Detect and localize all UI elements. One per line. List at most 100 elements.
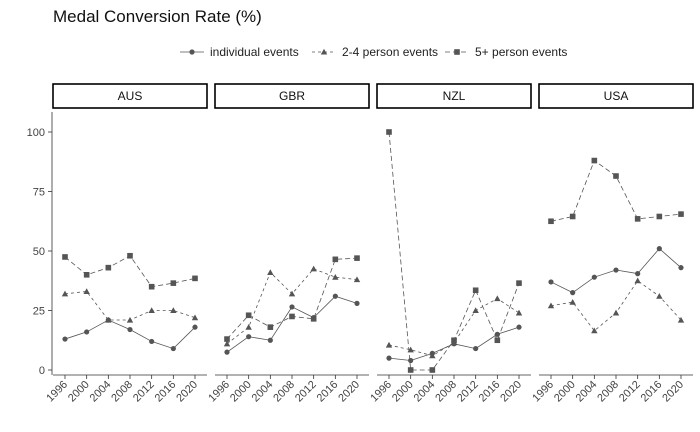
- x-tick-label: 2000: [390, 379, 416, 405]
- series-2: [385, 295, 523, 359]
- series-3: [386, 129, 522, 373]
- data-point: [591, 157, 598, 164]
- series-3: [224, 255, 360, 342]
- y-tick-label: 50: [33, 246, 45, 258]
- x-tick-label: 1996: [44, 379, 70, 405]
- data-point: [127, 252, 133, 259]
- data-point: [83, 272, 90, 278]
- x-tick-label: 2004: [574, 379, 600, 405]
- data-point: [569, 298, 576, 305]
- data-point: [516, 324, 522, 330]
- data-point: [635, 271, 641, 277]
- data-point: [223, 340, 231, 347]
- data-point: [126, 316, 134, 323]
- x-tick-label: 2012: [617, 379, 643, 405]
- data-point: [224, 349, 230, 355]
- data-point: [353, 276, 361, 283]
- data-point: [84, 329, 90, 335]
- chart-title: Medal Conversion Rate (%): [53, 7, 262, 26]
- data-point: [332, 293, 338, 299]
- data-point: [678, 211, 684, 217]
- data-point: [83, 288, 90, 295]
- panel-strip: [214, 83, 370, 109]
- data-point: [149, 338, 155, 345]
- data-point: [386, 355, 392, 361]
- x-tick-label: 2020: [174, 379, 200, 405]
- data-point: [245, 323, 252, 330]
- data-point: [494, 337, 501, 344]
- data-point: [385, 341, 393, 348]
- legend-label: 2-4 person events: [342, 45, 438, 59]
- series-line: [226, 257, 358, 340]
- x-tick-label: 2008: [595, 379, 621, 405]
- series-1: [224, 293, 360, 355]
- panel-strip-label: USA: [604, 89, 629, 103]
- legend-item: 5+ person events: [445, 45, 567, 59]
- x-tick-label: 2016: [639, 379, 665, 405]
- series-2: [61, 288, 199, 323]
- x-tick-label: 2000: [228, 379, 254, 405]
- x-tick-label: 2008: [109, 379, 135, 405]
- legend-item: individual events: [180, 45, 299, 59]
- data-point: [612, 309, 620, 316]
- data-point: [407, 367, 414, 373]
- data-point: [451, 337, 457, 344]
- data-point: [289, 304, 295, 310]
- series-line: [550, 159, 682, 222]
- legend-item: 2-4 person events: [312, 45, 438, 59]
- legend-marker: [189, 49, 195, 55]
- panel-strip: [52, 83, 208, 109]
- data-point: [591, 274, 597, 280]
- data-point: [288, 290, 296, 297]
- data-point: [429, 352, 436, 359]
- x-tick-label: 2020: [498, 379, 524, 405]
- x-tick-label: 2012: [293, 379, 319, 405]
- data-point: [310, 265, 317, 272]
- data-point: [386, 129, 392, 135]
- data-point: [170, 307, 177, 314]
- data-point: [677, 316, 685, 323]
- data-point: [591, 327, 598, 334]
- series-2: [223, 265, 361, 347]
- data-point: [429, 367, 436, 373]
- data-point: [170, 280, 177, 286]
- x-tick-label: 2016: [153, 379, 179, 405]
- x-tick-label: 2008: [433, 379, 459, 405]
- x-tick-label: 2012: [131, 379, 157, 405]
- legend-marker: [454, 49, 460, 55]
- x-tick-label: 2004: [88, 379, 114, 405]
- y-tick-label: 100: [27, 127, 45, 139]
- data-point: [548, 279, 554, 285]
- x-tick-label: 2000: [552, 379, 578, 405]
- x-tick-label: 1996: [530, 379, 556, 405]
- y-axis: 0 25 50 75 100: [27, 112, 53, 377]
- x-tick-label: 1996: [368, 379, 394, 405]
- panel-strip-label: NZL: [443, 89, 466, 103]
- legend-marker: [320, 48, 328, 55]
- data-point: [494, 331, 500, 337]
- data-point: [267, 324, 274, 330]
- data-point: [569, 213, 576, 220]
- data-point: [634, 216, 641, 222]
- panel-strip: [538, 83, 694, 109]
- data-point: [494, 295, 501, 302]
- data-point: [548, 218, 554, 225]
- data-point: [191, 314, 199, 321]
- data-point: [224, 336, 230, 342]
- x-tick-label: 2004: [250, 379, 276, 405]
- data-point: [105, 264, 112, 271]
- data-point: [516, 280, 522, 286]
- x-tick-label: 2004: [412, 379, 438, 405]
- data-point: [472, 307, 479, 314]
- x-tick-label: 2008: [271, 379, 297, 405]
- y-tick-label: 25: [33, 306, 45, 318]
- panel-strip-label: AUS: [118, 89, 143, 103]
- series-1: [62, 317, 198, 352]
- data-point: [267, 269, 274, 275]
- data-point: [570, 290, 576, 296]
- legend: individual events 2-4 person events 5+ per…: [180, 45, 567, 59]
